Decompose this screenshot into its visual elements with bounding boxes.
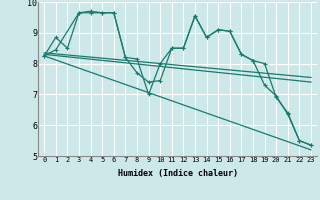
X-axis label: Humidex (Indice chaleur): Humidex (Indice chaleur) (118, 169, 238, 178)
